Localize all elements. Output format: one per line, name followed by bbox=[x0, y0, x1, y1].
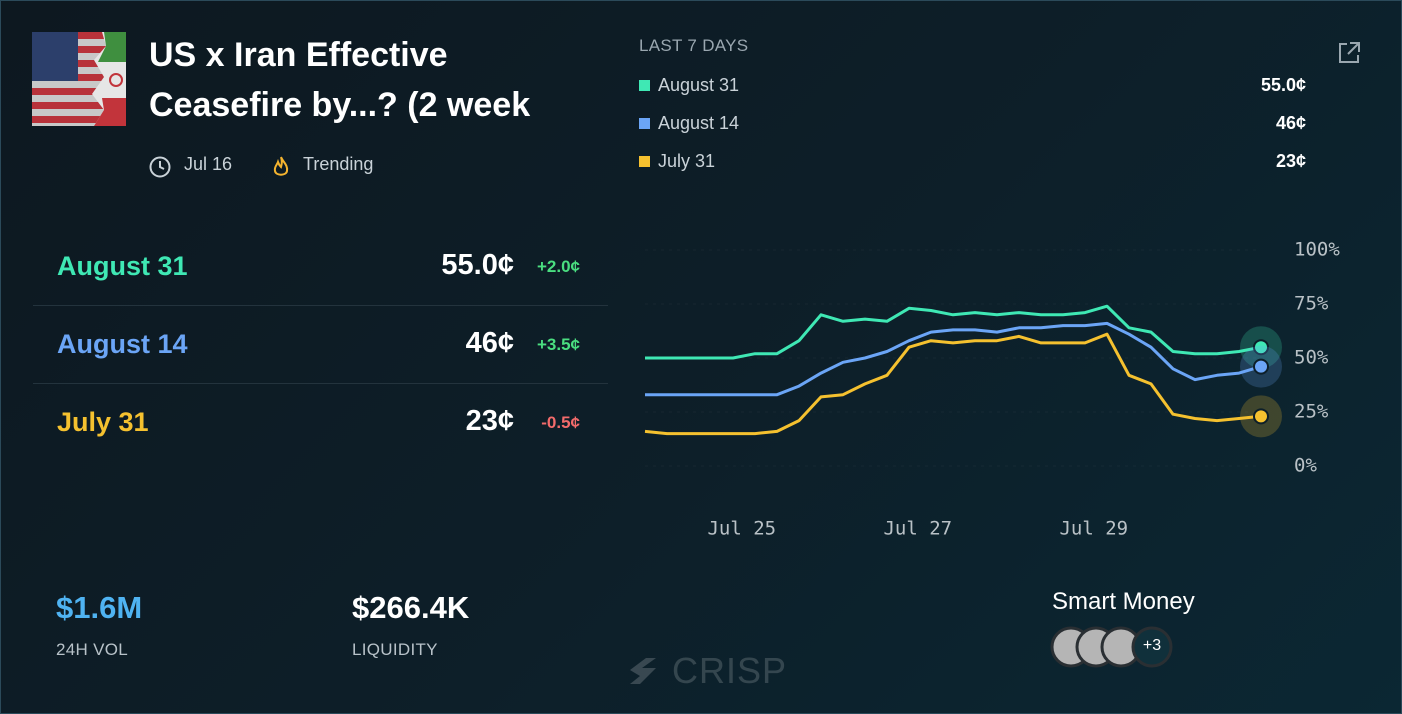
legend-value: 23¢ bbox=[1275, 151, 1306, 171]
trending-tag: Trending bbox=[303, 154, 374, 174]
end-dot bbox=[1253, 358, 1269, 375]
smart-money-more: +3 bbox=[1142, 637, 1162, 654]
liquidity-value: $266.4K bbox=[352, 590, 470, 625]
y-tick-label: 0% bbox=[1294, 455, 1317, 477]
flag-icon bbox=[32, 32, 126, 126]
clock-icon bbox=[149, 156, 171, 178]
x-tick-label: Jul 25 bbox=[707, 518, 776, 540]
legend-value: 46¢ bbox=[1275, 113, 1306, 133]
outcome-change: +2.0¢ bbox=[536, 257, 580, 276]
outcome-price: 46¢ bbox=[465, 327, 514, 359]
legend-row: August 31 55.0¢ bbox=[639, 73, 1306, 97]
legend-name: August 14 bbox=[658, 113, 740, 133]
outcome-name: August 31 bbox=[57, 251, 188, 281]
legend-swatch bbox=[639, 118, 650, 129]
liquidity-label: LIQUIDITY bbox=[352, 640, 438, 659]
series-line bbox=[645, 321, 1262, 397]
outcome-row[interactable]: August 14 46¢ +3.5¢ bbox=[33, 305, 608, 384]
volume-value: $1.6M bbox=[56, 590, 143, 625]
legend-name: July 31 bbox=[658, 151, 716, 171]
volume-label: 24H VOL bbox=[56, 640, 129, 659]
external-link-icon[interactable] bbox=[1336, 40, 1362, 66]
watermark: CRISP bbox=[672, 650, 788, 691]
outcome-row[interactable]: August 31 55.0¢ +2.0¢ bbox=[33, 227, 608, 306]
y-tick-label: 25% bbox=[1294, 401, 1329, 423]
y-tick-label: 75% bbox=[1294, 293, 1329, 315]
legend-title: LAST 7 DAYS bbox=[639, 36, 749, 55]
end-date: Jul 16 bbox=[184, 154, 233, 174]
y-tick-label: 50% bbox=[1294, 347, 1329, 369]
outcome-price: 23¢ bbox=[465, 405, 514, 437]
outcome-name: July 31 bbox=[57, 407, 149, 437]
outcome-name: August 14 bbox=[57, 329, 188, 359]
legend-value: 55.0¢ bbox=[1260, 75, 1306, 95]
outcome-change: -0.5¢ bbox=[541, 413, 580, 432]
legend-row: July 31 23¢ bbox=[639, 149, 1306, 173]
legend-swatch bbox=[639, 80, 650, 91]
x-tick-label: Jul 27 bbox=[883, 518, 952, 540]
y-tick-label: 100% bbox=[1294, 239, 1340, 261]
series-line bbox=[645, 304, 1262, 360]
flame-icon bbox=[273, 156, 289, 176]
end-dot bbox=[1253, 408, 1269, 425]
outcome-price: 55.0¢ bbox=[441, 249, 514, 281]
legend-swatch bbox=[639, 156, 650, 167]
legend-row: August 14 46¢ bbox=[639, 111, 1306, 135]
x-tick-label: Jul 29 bbox=[1059, 518, 1128, 540]
legend-name: August 31 bbox=[658, 75, 740, 95]
end-dot bbox=[1253, 339, 1269, 356]
watermark-logo bbox=[630, 658, 656, 684]
outcome-change: +3.5¢ bbox=[536, 335, 580, 354]
smart-money-avatars[interactable] bbox=[1050, 626, 1180, 670]
outcome-row[interactable]: July 31 23¢ -0.5¢ bbox=[33, 383, 608, 461]
smart-money-title: Smart Money bbox=[1052, 588, 1195, 615]
market-title: US x Iran Effective Ceasefire by...? (2 … bbox=[149, 36, 531, 124]
series-line bbox=[644, 332, 1262, 436]
